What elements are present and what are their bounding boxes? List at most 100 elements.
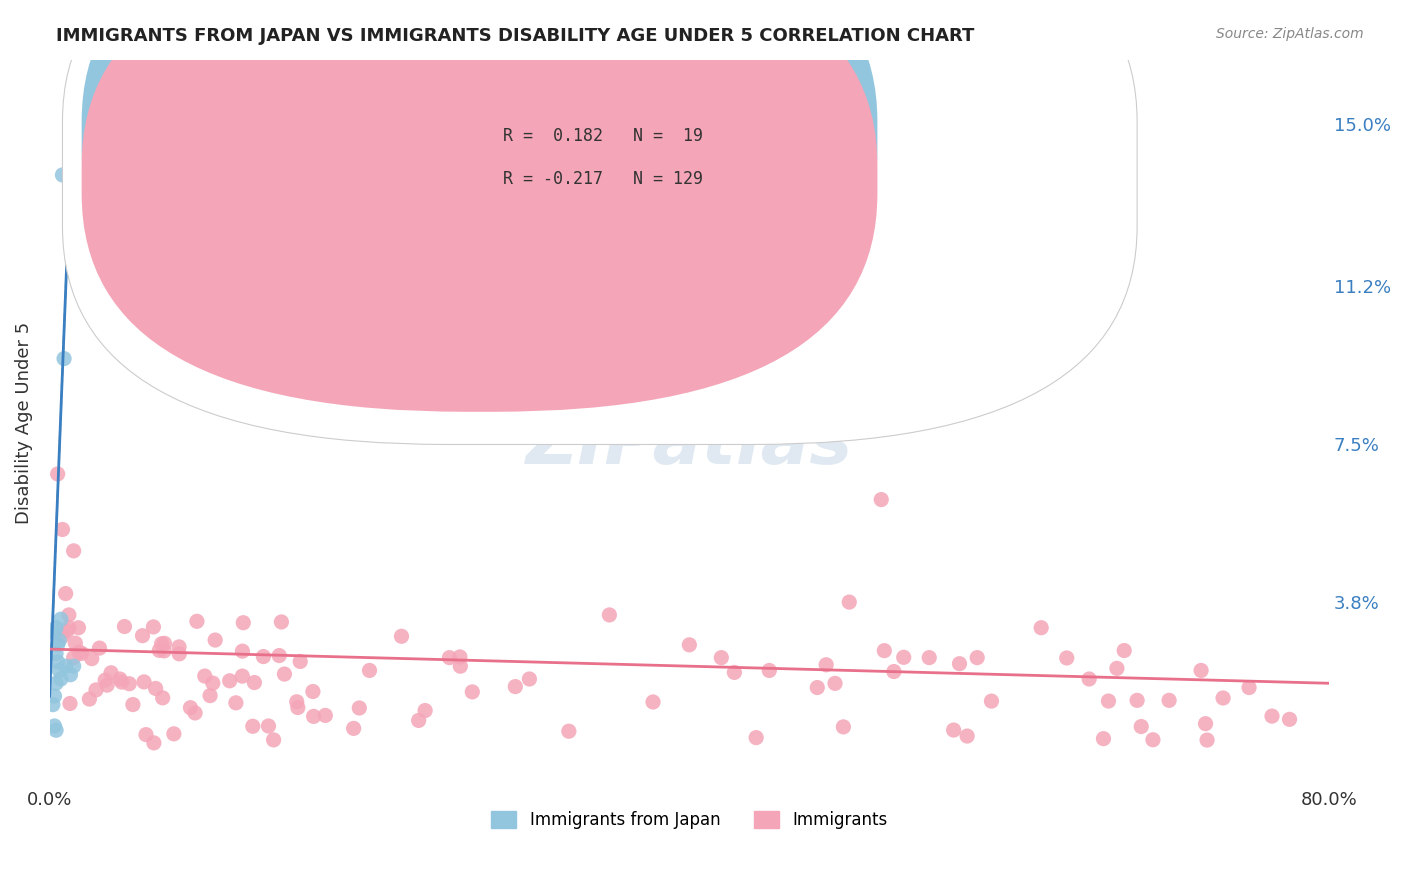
Immigrants	[1130, 720, 1153, 734]
Immigrants	[242, 719, 264, 733]
Immigrants	[758, 664, 780, 678]
Immigrants	[132, 674, 155, 689]
Immigrants	[231, 669, 253, 683]
Immigrants	[263, 732, 285, 747]
Immigrants	[1159, 693, 1181, 707]
Immigrants	[359, 664, 381, 678]
Immigrants	[302, 709, 325, 723]
Immigrants	[186, 615, 208, 629]
Immigrants	[893, 650, 915, 665]
Immigrants	[111, 675, 134, 690]
Immigrants	[1126, 693, 1149, 707]
Immigrants	[51, 629, 73, 643]
Immigrants from Japan	[62, 659, 84, 673]
Immigrants	[231, 644, 253, 658]
Immigrants	[56, 624, 79, 638]
Immigrants	[58, 607, 80, 622]
Immigrants	[59, 697, 82, 711]
Immigrants	[243, 675, 266, 690]
Immigrants	[449, 659, 471, 673]
Immigrants	[94, 673, 117, 688]
Immigrants	[131, 629, 153, 643]
Immigrants	[70, 646, 93, 660]
Immigrants	[1194, 716, 1216, 731]
Immigrants	[723, 665, 745, 680]
Immigrants	[218, 673, 240, 688]
Immigrants	[948, 657, 970, 671]
Immigrants	[413, 704, 436, 718]
Immigrants	[55, 586, 77, 600]
Immigrants from Japan	[45, 646, 67, 660]
Immigrants	[62, 650, 84, 665]
Immigrants	[135, 728, 157, 742]
Immigrants	[873, 643, 896, 657]
Immigrants from Japan	[48, 633, 70, 648]
Immigrants	[519, 672, 541, 686]
Immigrants	[270, 615, 292, 629]
Immigrants	[273, 667, 295, 681]
Immigrants	[1189, 664, 1212, 678]
Immigrants	[838, 595, 860, 609]
Immigrants	[1212, 691, 1234, 706]
Immigrants	[598, 607, 620, 622]
Immigrants	[349, 701, 371, 715]
Immigrants	[641, 695, 664, 709]
Immigrants	[1261, 709, 1284, 723]
Y-axis label: Disability Age Under 5: Disability Age Under 5	[15, 322, 32, 524]
Immigrants	[84, 682, 107, 697]
Text: IMMIGRANTS FROM JAPAN VS IMMIGRANTS DISABILITY AGE UNDER 5 CORRELATION CHART: IMMIGRANTS FROM JAPAN VS IMMIGRANTS DISA…	[56, 27, 974, 45]
Immigrants	[1114, 643, 1136, 657]
Immigrants from Japan	[45, 676, 67, 690]
Immigrants	[100, 665, 122, 680]
Immigrants from Japan	[59, 667, 82, 681]
Immigrants	[942, 723, 965, 737]
Immigrants	[824, 676, 846, 690]
Immigrants	[67, 621, 90, 635]
Immigrants	[198, 689, 221, 703]
Immigrants	[65, 636, 87, 650]
Immigrants	[122, 698, 145, 712]
FancyBboxPatch shape	[82, 0, 877, 368]
Immigrants	[1092, 731, 1115, 746]
Immigrants	[461, 685, 484, 699]
Immigrants	[225, 696, 247, 710]
Immigrants	[710, 650, 733, 665]
Immigrants from Japan	[51, 168, 73, 182]
Immigrants	[153, 644, 176, 658]
Immigrants	[257, 719, 280, 733]
Immigrants	[150, 637, 173, 651]
Immigrants	[314, 708, 336, 723]
Immigrants	[391, 629, 413, 643]
Immigrants	[194, 669, 217, 683]
Text: R =  0.182   N =  19: R = 0.182 N = 19	[502, 127, 703, 145]
Immigrants	[815, 657, 838, 672]
Immigrants	[46, 467, 69, 481]
Immigrants from Japan	[49, 612, 72, 626]
Immigrants	[148, 643, 170, 657]
Immigrants	[152, 690, 174, 705]
Immigrants	[142, 620, 165, 634]
Immigrants	[269, 648, 291, 663]
Immigrants	[1278, 712, 1301, 726]
Immigrants	[647, 351, 669, 366]
Immigrants	[58, 621, 80, 635]
Immigrants	[832, 720, 855, 734]
Immigrants from Japan	[44, 689, 66, 703]
FancyBboxPatch shape	[62, 0, 1137, 444]
Immigrants	[167, 640, 190, 654]
Immigrants	[51, 523, 73, 537]
Immigrants	[287, 700, 309, 714]
Immigrants from Japan	[42, 698, 65, 712]
Immigrants from Japan	[49, 672, 72, 686]
Immigrants from Japan	[46, 655, 69, 669]
Immigrants	[870, 492, 893, 507]
Immigrants from Japan	[44, 625, 66, 640]
Immigrants from Japan	[48, 664, 70, 678]
Immigrants	[145, 681, 167, 696]
Immigrants	[179, 700, 201, 714]
Immigrants from Japan	[44, 719, 66, 733]
Immigrants	[1197, 733, 1219, 747]
Immigrants	[343, 722, 366, 736]
Immigrants from Japan	[45, 723, 67, 738]
Immigrants	[980, 694, 1002, 708]
